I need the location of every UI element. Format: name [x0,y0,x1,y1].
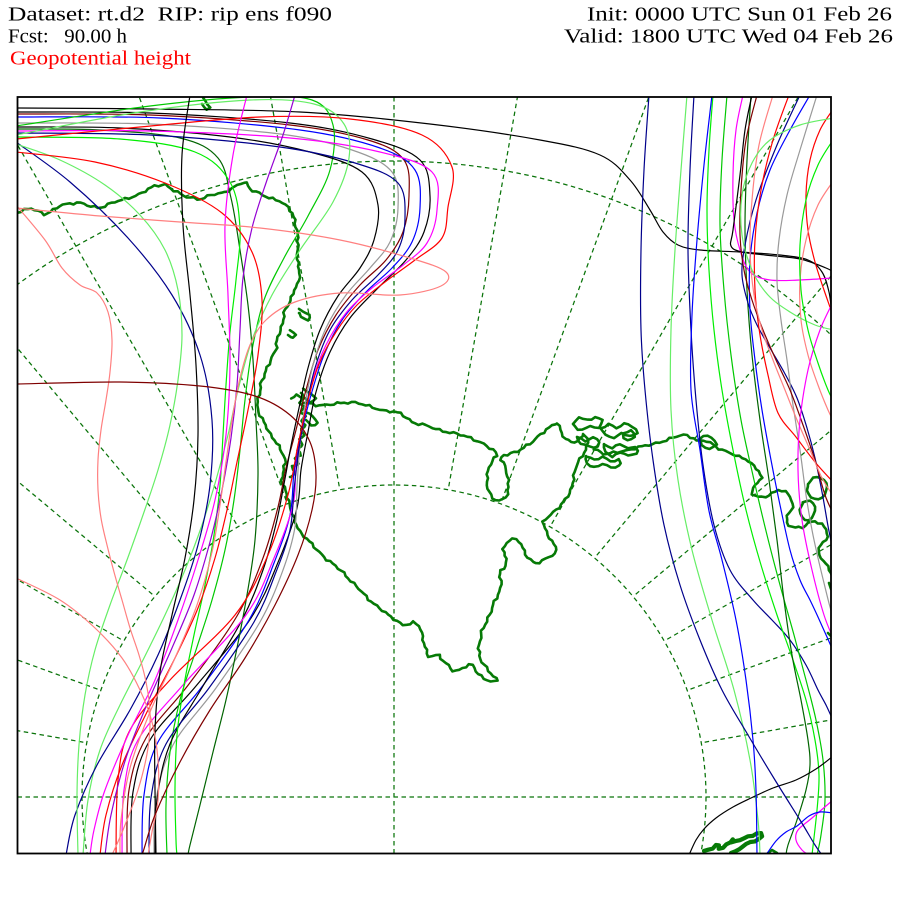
svg-text:Geopotential height: Geopotential height [10,49,192,70]
svg-text:Init: 0000 UTC Sun 01 Feb 26: Init: 0000 UTC Sun 01 Feb 26 [587,5,892,26]
svg-text:Valid: 1800 UTC Wed 04 Feb 26: Valid: 1800 UTC Wed 04 Feb 26 [564,27,893,48]
svg-text:Fcst: 90.00 h: Fcst: 90.00 h [8,27,127,48]
svg-text:Dataset: rt.d2 RIP: rip ens f: Dataset: rt.d2 RIP: rip ens f090 [8,5,332,26]
